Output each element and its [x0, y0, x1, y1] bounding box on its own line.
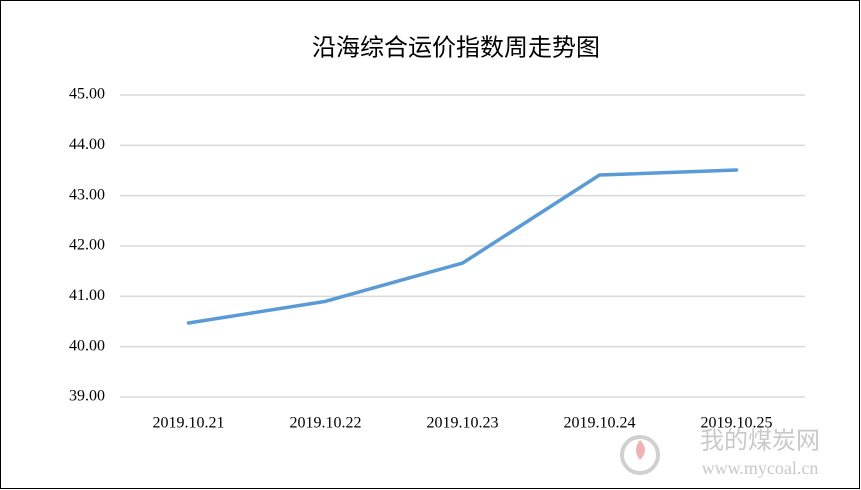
x-tick-label: 2019.10.23	[427, 415, 499, 432]
x-tick-label: 2019.10.24	[564, 415, 636, 432]
chart-title: 沿海综合运价指数周走势图	[312, 35, 600, 62]
x-tick-label: 2019.10.22	[290, 415, 362, 432]
y-tick-label: 41.00	[69, 287, 105, 304]
watermark-logo	[620, 435, 660, 475]
y-tick-label: 42.00	[69, 237, 105, 254]
watermark-url: www.mycoal.cn	[702, 458, 819, 478]
y-tick-label: 43.00	[69, 186, 105, 203]
y-tick-label: 45.00	[69, 86, 105, 103]
watermark: 我的煤炭网 www.mycoal.cn	[620, 428, 820, 478]
y-tick-label: 40.00	[69, 337, 105, 354]
x-tick-label: 2019.10.21	[153, 415, 225, 432]
data-line	[186, 168, 739, 325]
watermark-name: 我的煤炭网	[700, 428, 820, 455]
y-tick-label: 39.00	[69, 388, 105, 405]
watermark-flame	[636, 440, 645, 460]
x-tick-label: 2019.10.25	[701, 415, 773, 432]
y-tick-label: 44.00	[69, 136, 105, 153]
